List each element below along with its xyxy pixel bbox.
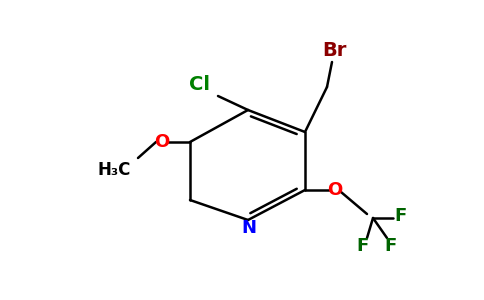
Text: H₃C: H₃C [97, 161, 131, 179]
Text: Cl: Cl [190, 76, 211, 94]
Text: O: O [154, 133, 169, 151]
Text: F: F [385, 237, 397, 255]
Text: F: F [395, 207, 407, 225]
Text: O: O [327, 181, 343, 199]
Text: F: F [357, 237, 369, 255]
Text: Br: Br [322, 40, 346, 59]
Text: N: N [242, 219, 257, 237]
